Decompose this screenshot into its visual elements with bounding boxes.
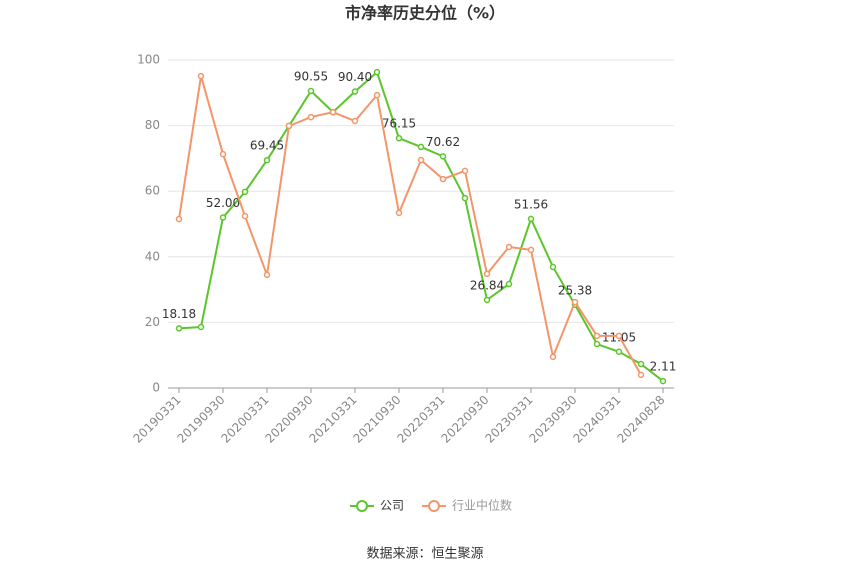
- data-point: [263, 156, 271, 164]
- data-point: [439, 175, 447, 183]
- data-point: [307, 87, 315, 95]
- data-point: [219, 150, 227, 158]
- data-point: [549, 263, 557, 271]
- legend-marker: [428, 500, 441, 512]
- data-point: [615, 348, 623, 356]
- y-tick-label: 60: [145, 184, 160, 198]
- data-label: 26.84: [470, 278, 504, 292]
- data-point: [549, 353, 557, 361]
- data-point: [417, 156, 425, 164]
- legend-label: 行业中位数: [452, 498, 512, 513]
- series-line: [178, 75, 642, 376]
- data-point: [439, 153, 447, 160]
- data-label: 69.45: [250, 139, 284, 153]
- data-label: 90.55: [294, 69, 328, 83]
- data-label: 76.15: [382, 117, 416, 131]
- data-label: 70.62: [426, 135, 460, 149]
- data-point: [307, 113, 315, 121]
- data-point: [637, 360, 645, 368]
- data-label: 90.40: [338, 70, 372, 84]
- data-point: [527, 246, 535, 254]
- y-tick-label: 100: [137, 53, 160, 67]
- data-point: [197, 323, 205, 331]
- data-point: [659, 377, 667, 385]
- legend-marker: [356, 500, 368, 512]
- data-label: 18.18: [162, 307, 196, 321]
- data-point: [615, 332, 623, 340]
- data-point: [395, 209, 403, 217]
- source: 数据来源：恒生聚源: [366, 547, 483, 562]
- data-point: [461, 194, 469, 202]
- data-point: [175, 325, 183, 332]
- data-point: [197, 72, 205, 80]
- y-tick-label: 80: [145, 118, 160, 132]
- data-label: 2.11: [650, 360, 677, 374]
- legend-label: 公司: [380, 499, 404, 513]
- data-label: 51.56: [514, 197, 548, 211]
- x-tick-label: 20240828: [615, 393, 668, 446]
- data-label: 25.38: [558, 283, 592, 297]
- data-point: [505, 243, 513, 251]
- data-point: [527, 215, 535, 223]
- data-point: [637, 371, 645, 379]
- y-tick-label: 0: [152, 381, 160, 395]
- data-point: [351, 117, 359, 125]
- data-point: [285, 122, 293, 130]
- data-point: [571, 298, 579, 306]
- data-point: [505, 280, 513, 288]
- data-point: [483, 296, 491, 304]
- data-point: [593, 340, 601, 348]
- data-point: [241, 212, 249, 220]
- data-point: [329, 108, 337, 116]
- data-point: [373, 68, 381, 76]
- data-point: [351, 88, 359, 95]
- data-point: [175, 215, 183, 223]
- series-line: [178, 70, 664, 382]
- y-tick-label: 20: [145, 315, 160, 329]
- chart-title: 市净率历史分位（%）: [345, 4, 505, 23]
- y-tick-label: 40: [145, 249, 160, 263]
- data-point: [263, 271, 271, 279]
- data-point: [417, 143, 425, 151]
- data-point: [395, 134, 403, 142]
- data-point: [219, 214, 227, 221]
- data-point: [241, 188, 249, 196]
- data-point: [461, 167, 469, 175]
- data-point: [373, 91, 381, 99]
- data-label: 52.00: [206, 196, 240, 210]
- data-point: [483, 270, 491, 278]
- data-point: [593, 332, 601, 340]
